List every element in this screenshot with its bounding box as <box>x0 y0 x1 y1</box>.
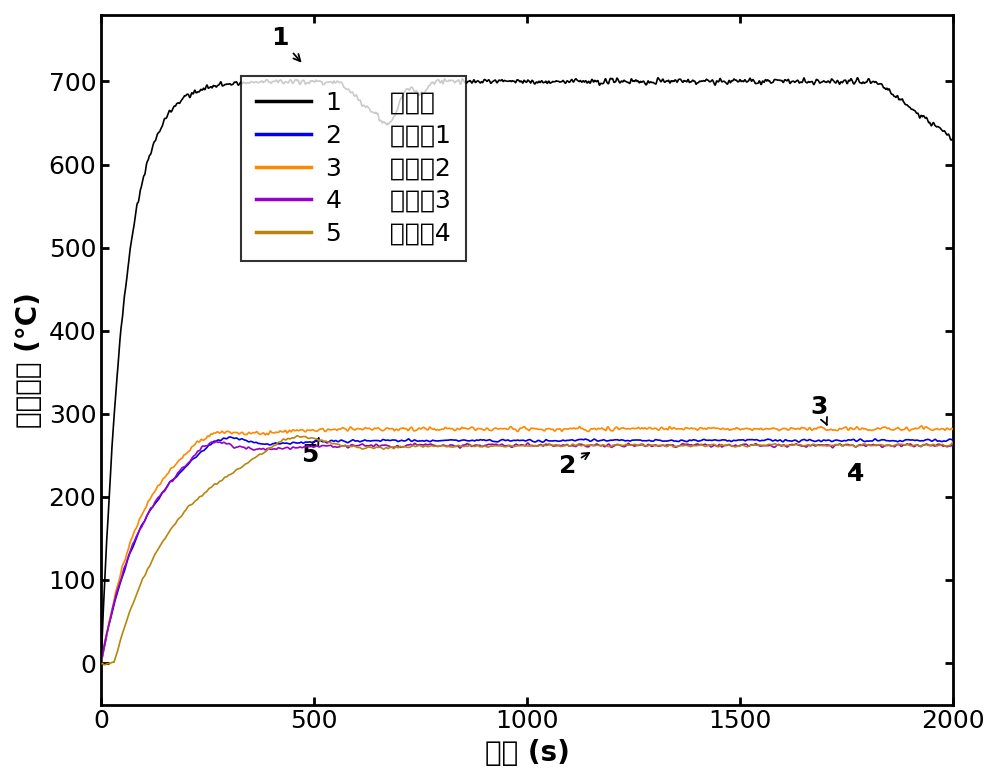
Text: 3: 3 <box>810 395 828 425</box>
Legend: 1      空白样, 2      实施例1, 3      实施例2, 4      实施例3, 5      实施例4: 1 空白样, 2 实施例1, 3 实施例2, 4 实施例3, 5 实施例4 <box>241 76 466 260</box>
Y-axis label: 背面温度 (°C): 背面温度 (°C) <box>15 292 43 428</box>
Text: 1: 1 <box>271 27 300 61</box>
Text: 2: 2 <box>559 453 589 478</box>
Text: 5: 5 <box>301 438 319 468</box>
Text: 4: 4 <box>847 461 865 486</box>
X-axis label: 时间 (s): 时间 (s) <box>485 739 570 767</box>
